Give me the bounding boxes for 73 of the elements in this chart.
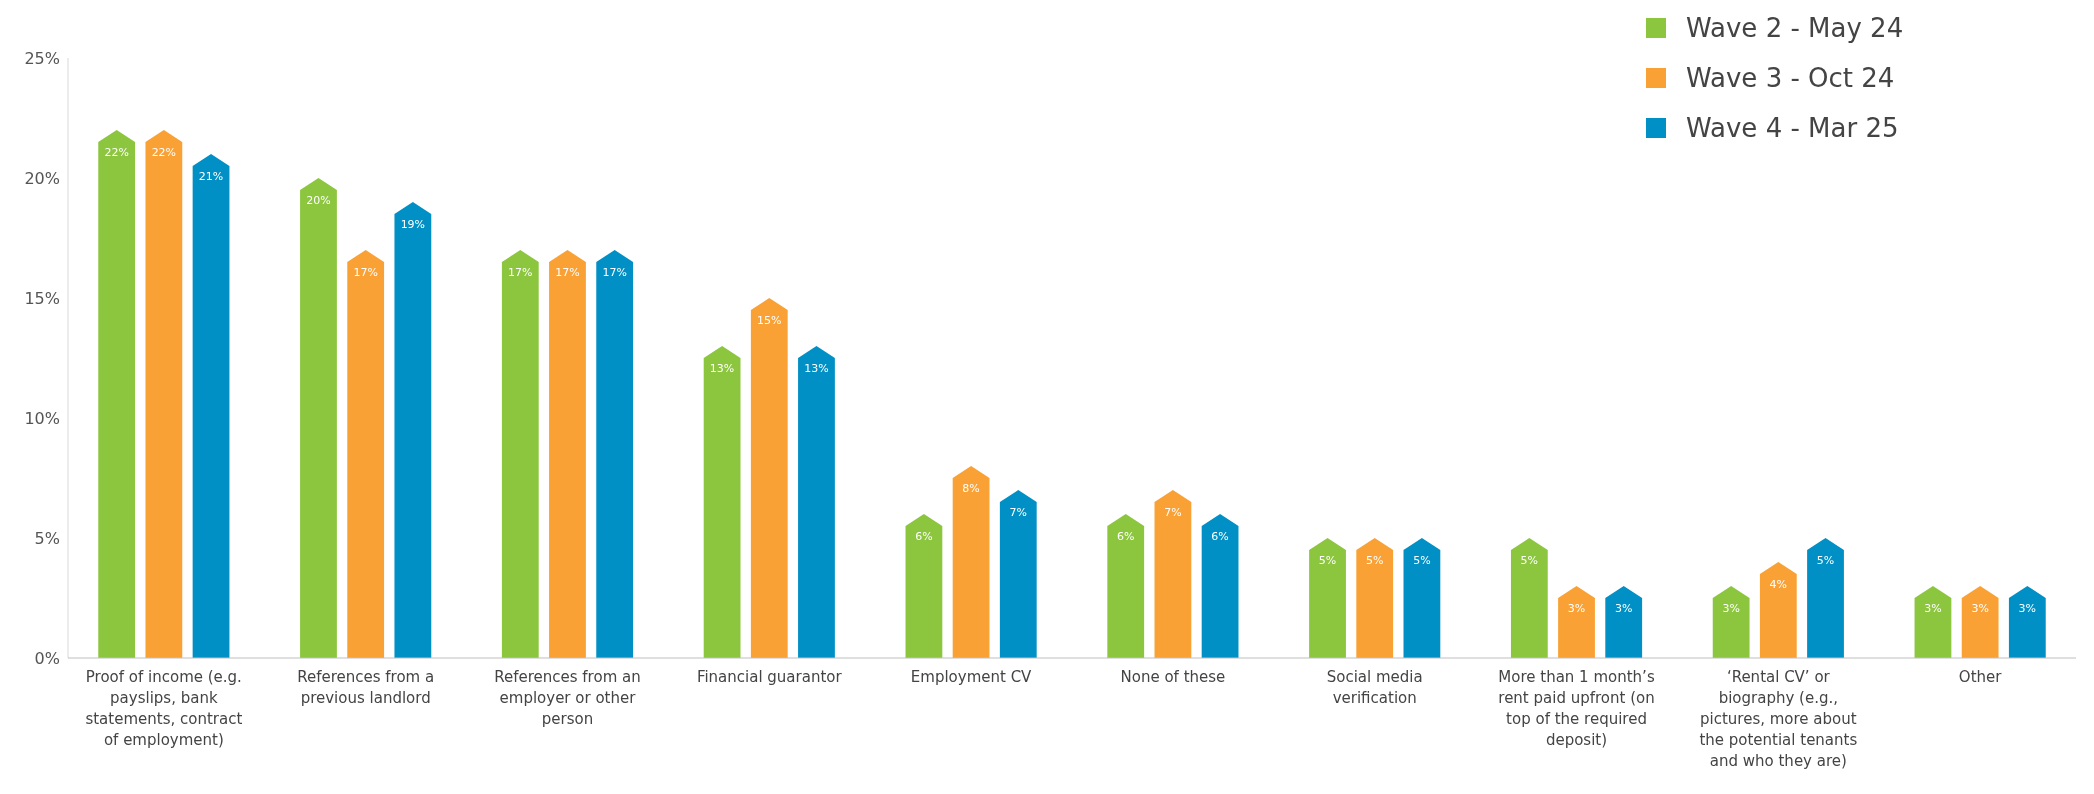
bar [1107, 514, 1145, 658]
data-label: 5% [1318, 554, 1337, 567]
x-tick-label: ‘Rental CV’ or biography (e.g., pictures, more about the potential tenants and who they are) [1699, 668, 1858, 770]
data-label: 21% [198, 170, 224, 183]
data-label: 7% [1164, 506, 1182, 519]
data-label: 7% [1009, 506, 1028, 519]
bar [145, 130, 183, 658]
legend-label: Wave 4 - Mar 25 [1686, 113, 1899, 144]
bar [905, 514, 943, 658]
bar [347, 250, 385, 658]
bar [192, 154, 230, 658]
bar [952, 466, 990, 658]
bar [501, 250, 539, 658]
data-label: 5% [1816, 554, 1835, 567]
legend-label: Wave 3 - Oct 24 [1686, 63, 1895, 94]
data-label: 5% [1365, 554, 1384, 567]
bar [1510, 538, 1548, 658]
data-label: 4% [1769, 578, 1788, 591]
bar [750, 298, 788, 658]
x-tick-label: Financial guarantor [696, 668, 843, 686]
data-label: 6% [1116, 530, 1135, 543]
x-tick-label: More than 1 month’s rent paid upfront (on top of the required deposit) [1498, 668, 1655, 749]
bar [1154, 490, 1192, 658]
bar [596, 250, 634, 658]
bar [98, 130, 136, 658]
y-tick-label: 20% [24, 168, 60, 188]
x-tick-label: Employment CV [910, 668, 1033, 686]
data-label: 22% [151, 146, 177, 159]
data-label: 5% [1413, 554, 1431, 567]
data-label: 22% [104, 146, 129, 159]
bar [1759, 562, 1797, 658]
bar [1356, 538, 1394, 658]
data-label: 3% [1971, 602, 1989, 615]
x-tick-label: References from an employer or other person [494, 668, 641, 728]
data-label: 3% [1722, 602, 1740, 615]
bar [300, 178, 337, 658]
y-tick-label: 15% [24, 288, 60, 308]
bar [999, 490, 1037, 658]
data-label: 13% [804, 362, 829, 375]
x-tick-label: Other [1958, 668, 2003, 686]
data-label: 3% [1614, 602, 1633, 615]
data-label: 15% [757, 314, 782, 327]
bar [1201, 514, 1239, 658]
data-label: 8% [962, 482, 980, 495]
bar [394, 202, 432, 658]
data-label: 19% [400, 218, 426, 231]
data-label: 17% [555, 266, 580, 279]
bar [1807, 538, 1844, 658]
data-label: 13% [709, 362, 735, 375]
bar [703, 346, 741, 658]
bar [798, 346, 835, 658]
data-label: 6% [915, 530, 933, 543]
data-label: 17% [602, 266, 627, 279]
data-label: 3% [2018, 602, 2037, 615]
data-label: 17% [353, 266, 378, 279]
y-tick-label: 0% [34, 648, 60, 668]
bar [549, 250, 586, 658]
y-tick-label: 5% [34, 528, 60, 548]
data-label: 5% [1520, 554, 1539, 567]
y-tick-label: 10% [24, 408, 60, 428]
data-label: 3% [1567, 602, 1586, 615]
data-label: 17% [508, 266, 533, 279]
y-tick-label: 25% [24, 48, 60, 68]
data-label: 3% [1924, 602, 1942, 615]
x-tick-label: None of these [1120, 668, 1226, 686]
data-label: 6% [1211, 530, 1229, 543]
x-tick-label: Social media verification [1326, 668, 1423, 707]
data-label: 20% [306, 194, 331, 207]
x-tick-label: References from a previous landlord [297, 668, 435, 707]
x-tick-label: Proof of income (e.g. payslips, bank statements, contract of employment) [85, 668, 243, 749]
bar [1403, 538, 1441, 658]
legend-label: Wave 2 - May 24 [1686, 13, 1904, 44]
bar [1309, 538, 1346, 658]
